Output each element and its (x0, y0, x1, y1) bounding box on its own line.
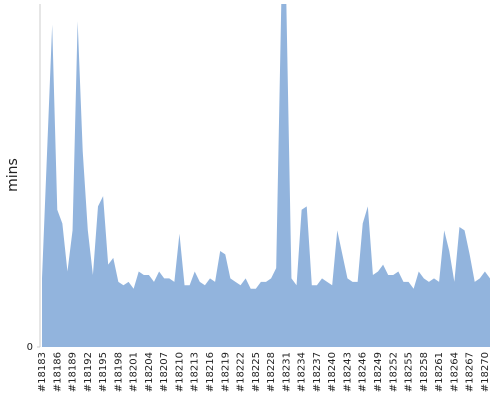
x-tick-label: #18228 (266, 352, 277, 392)
x-tick-label: #18219 (220, 352, 231, 392)
x-tick-label: #18237 (312, 352, 323, 392)
x-tick-label: #18243 (342, 352, 353, 392)
x-tick-label: #18204 (144, 352, 155, 392)
x-tick-label: #18258 (419, 352, 430, 392)
area (42, 4, 490, 347)
x-tick-label: #18198 (113, 352, 124, 392)
x-tick-label: #18267 (465, 352, 476, 392)
x-tick-label: #18231 (281, 352, 292, 392)
x-tick-label: #18270 (480, 352, 491, 392)
x-tick-label: #18189 (68, 352, 79, 392)
x-tick-label: #18183 (37, 352, 48, 392)
x-tick-label: #18255 (404, 352, 415, 392)
x-tick-label: #18213 (190, 352, 201, 392)
x-tick-label: #18264 (449, 352, 460, 392)
y-axis-label: mins (5, 158, 21, 192)
x-tick-label: #18261 (434, 352, 445, 392)
y-tick-label: 0 (27, 342, 33, 353)
x-tick-label: #18186 (52, 352, 63, 392)
x-tick-label: #18216 (205, 352, 216, 392)
x-tick-label: #18195 (98, 352, 109, 392)
x-tick-label: #18210 (174, 352, 185, 392)
x-tick-label: #18234 (297, 352, 308, 392)
x-tick-label: #18201 (129, 352, 140, 392)
x-tick-label: #18249 (373, 352, 384, 392)
x-tick-label: #18207 (159, 352, 170, 392)
x-tick-label: #18246 (358, 352, 369, 392)
x-tick-label: #18240 (327, 352, 338, 392)
x-tick-label: #18252 (388, 352, 399, 392)
x-tick-label: #18192 (83, 352, 94, 392)
x-tick-label: #18225 (251, 352, 262, 392)
x-tick-label: #18222 (236, 352, 247, 392)
